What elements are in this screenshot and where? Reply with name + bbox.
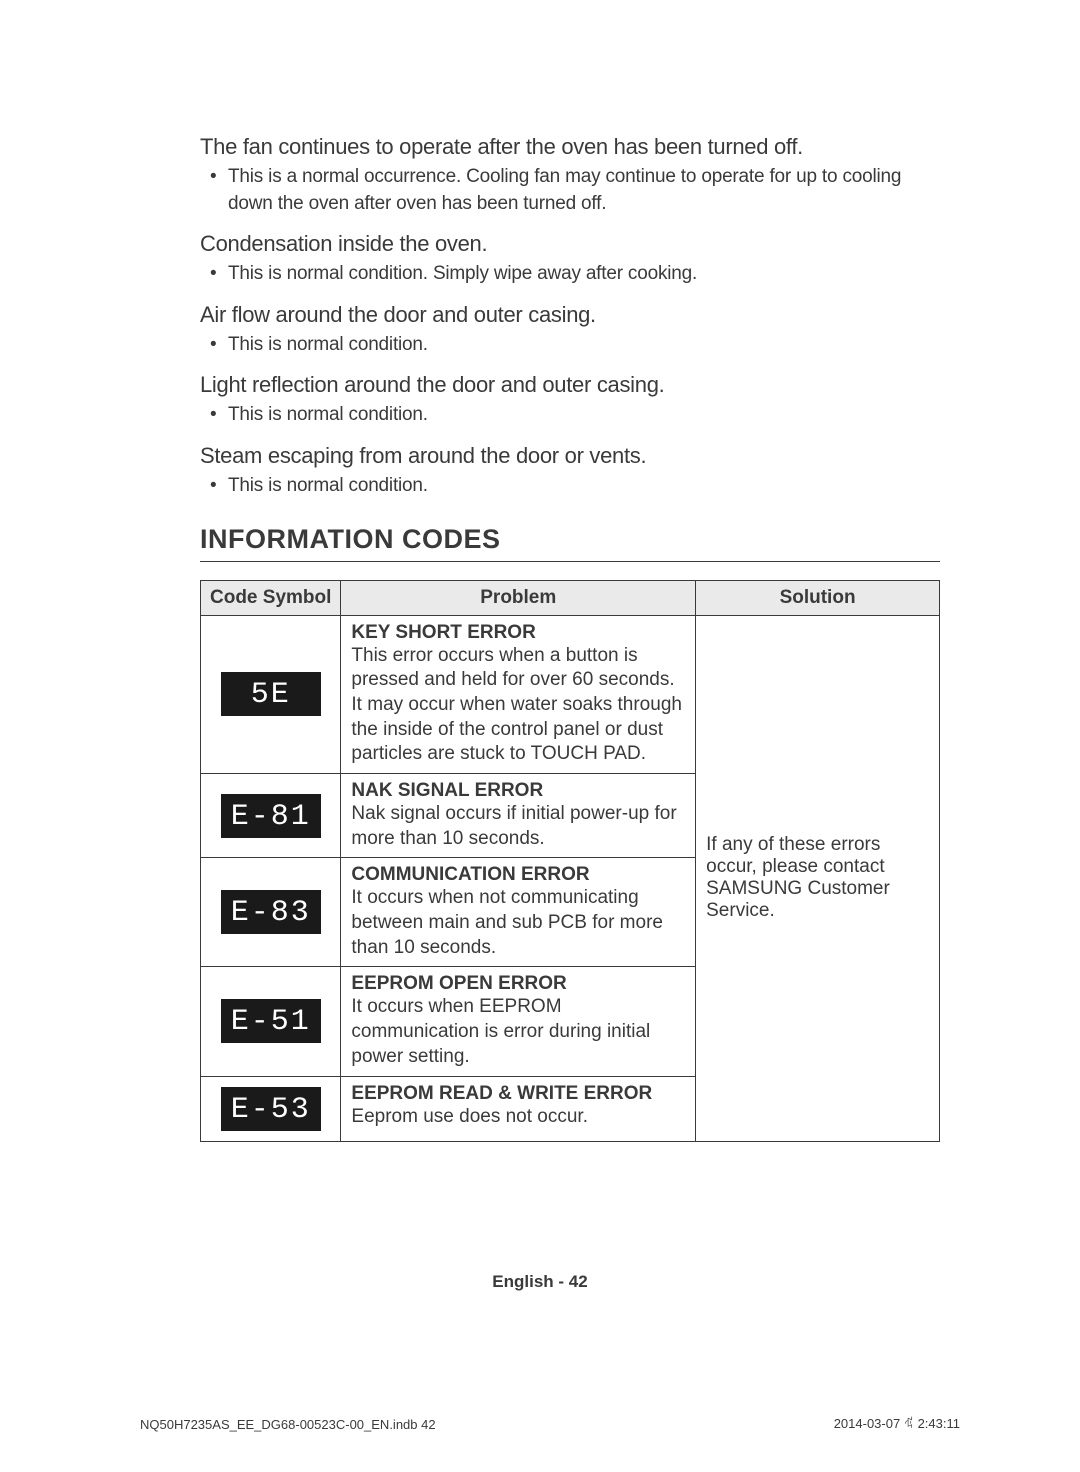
problem-cell: COMMUNICATION ERROR It occurs when not c… — [341, 858, 696, 967]
code-cell: E-53 — [201, 1076, 341, 1141]
information-codes-table: Code Symbol Problem Solution 5E KEY SHOR… — [200, 580, 940, 1142]
faq-question: Steam escaping from around the door or v… — [200, 443, 940, 469]
solution-cell: If any of these errors occur, please con… — [696, 615, 940, 1141]
problem-desc: It occurs when EEPROM communication is e… — [351, 995, 685, 1069]
solution-header: Solution — [696, 580, 940, 615]
code-badge: E-53 — [221, 1087, 321, 1131]
problem-title: EEPROM READ & WRITE ERROR — [351, 1083, 685, 1105]
table-header-row: Code Symbol Problem Solution — [201, 580, 940, 615]
faq-answer: This is normal condition. — [228, 402, 940, 429]
code-cell: E-51 — [201, 967, 341, 1076]
code-badge: 5E — [221, 672, 321, 716]
page-footer: English - 42 — [0, 1272, 1080, 1292]
problem-title: EEPROM OPEN ERROR — [351, 973, 685, 995]
code-header: Code Symbol — [201, 580, 341, 615]
faq-question: Air flow around the door and outer casin… — [200, 302, 940, 328]
table-row: 5E KEY SHORT ERROR This error occurs whe… — [201, 615, 940, 773]
faq-answer-list: This is normal condition. Simply wipe aw… — [200, 261, 940, 288]
code-badge: E-51 — [221, 999, 321, 1043]
problem-cell: KEY SHORT ERROR This error occurs when a… — [341, 615, 696, 773]
faq-answer: This is normal condition. — [228, 332, 940, 359]
section-title: INFORMATION CODES — [200, 524, 940, 562]
faq-answer-list: This is normal condition. — [200, 402, 940, 429]
print-date-meta: 2014-03-07 ꂁ 2:43:11 — [834, 1415, 960, 1432]
problem-title: KEY SHORT ERROR — [351, 622, 685, 644]
code-badge: E-81 — [221, 794, 321, 838]
faq-section: The fan continues to operate after the o… — [200, 134, 940, 500]
faq-answer: This is a normal occurrence. Cooling fan… — [228, 164, 940, 217]
faq-answer-list: This is normal condition. — [200, 473, 940, 500]
code-badge: E-83 — [221, 890, 321, 934]
faq-question: Condensation inside the oven. — [200, 231, 940, 257]
problem-desc: Eeprom use does not occur. — [351, 1105, 685, 1130]
problem-cell: EEPROM READ & WRITE ERROR Eeprom use doe… — [341, 1076, 696, 1141]
faq-question: Light reflection around the door and out… — [200, 372, 940, 398]
footer-page: 42 — [569, 1272, 588, 1291]
page-content: The fan continues to operate after the o… — [0, 0, 1080, 1142]
footer-sep: - — [554, 1272, 569, 1291]
faq-answer-list: This is normal condition. — [200, 332, 940, 359]
problem-cell: NAK SIGNAL ERROR Nak signal occurs if in… — [341, 774, 696, 858]
code-cell: E-83 — [201, 858, 341, 967]
problem-header: Problem — [341, 580, 696, 615]
faq-answer-list: This is a normal occurrence. Cooling fan… — [200, 164, 940, 217]
problem-title: NAK SIGNAL ERROR — [351, 780, 685, 802]
faq-answer: This is normal condition. Simply wipe aw… — [228, 261, 940, 288]
footer-lang: English — [492, 1272, 553, 1291]
print-file-meta: NQ50H7235AS_EE_DG68-00523C-00_EN.indb 42 — [140, 1417, 436, 1432]
code-cell: 5E — [201, 615, 341, 773]
faq-answer: This is normal condition. — [228, 473, 940, 500]
code-cell: E-81 — [201, 774, 341, 858]
faq-question: The fan continues to operate after the o… — [200, 134, 940, 160]
problem-desc: This error occurs when a button is press… — [351, 644, 685, 767]
problem-title: COMMUNICATION ERROR — [351, 864, 685, 886]
problem-cell: EEPROM OPEN ERROR It occurs when EEPROM … — [341, 967, 696, 1076]
problem-desc: It occurs when not communicating between… — [351, 886, 685, 960]
problem-desc: Nak signal occurs if initial power-up fo… — [351, 802, 685, 851]
